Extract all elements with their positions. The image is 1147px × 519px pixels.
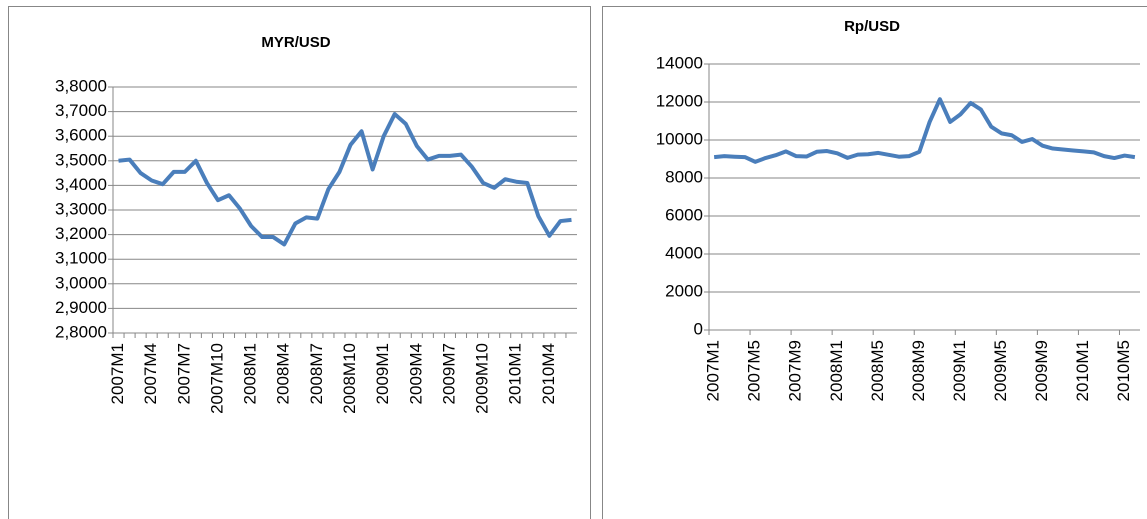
x-tick-label: 2007M10 bbox=[207, 343, 226, 414]
y-tick-label: 3,1000 bbox=[55, 249, 107, 268]
y-tick-label: 2,8000 bbox=[55, 322, 107, 341]
y-tick-label: 3,7000 bbox=[55, 101, 107, 120]
chart-frame bbox=[602, 6, 1147, 519]
data-line bbox=[118, 112, 572, 247]
x-tick-label: 2009M7 bbox=[439, 343, 458, 404]
x-tick-label: 2008M9 bbox=[909, 340, 928, 401]
x-tick-label: 2009M4 bbox=[406, 343, 425, 404]
x-tick-label: 2009M9 bbox=[1032, 340, 1051, 401]
x-tick-label: 2007M4 bbox=[141, 343, 160, 404]
x-tick-label: 2010M1 bbox=[506, 343, 525, 404]
y-tick-label: 2000 bbox=[665, 281, 703, 300]
x-tick-label: 2009M5 bbox=[991, 340, 1010, 401]
y-tick-label: 3,2000 bbox=[55, 224, 107, 243]
y-tick-label: 14000 bbox=[656, 53, 703, 72]
y-tick-label: 12000 bbox=[656, 91, 703, 110]
y-tick-label: 3,3000 bbox=[55, 199, 107, 218]
x-tick-label: 2010M4 bbox=[539, 343, 558, 404]
x-tick-label: 2008M5 bbox=[868, 340, 887, 401]
chart-title: Rp/USD bbox=[844, 18, 900, 35]
x-tick-label: 2007M7 bbox=[174, 343, 193, 404]
x-tick-label: 2008M1 bbox=[827, 340, 846, 401]
x-tick-label: 2007M5 bbox=[745, 340, 764, 401]
x-tick-label: 2007M9 bbox=[786, 340, 805, 401]
y-tick-label: 6000 bbox=[665, 205, 703, 224]
y-tick-label: 4000 bbox=[665, 243, 703, 262]
chart-frame bbox=[8, 6, 591, 519]
x-tick-label: 2007M1 bbox=[704, 340, 723, 401]
x-tick-label: 2007M1 bbox=[108, 343, 127, 404]
y-tick-label: 3,0000 bbox=[55, 273, 107, 292]
x-tick-label: 2009M1 bbox=[950, 340, 969, 401]
x-tick-label: 2010M5 bbox=[1114, 340, 1133, 401]
chart-title: MYR/USD bbox=[261, 34, 330, 51]
y-tick-label: 3,6000 bbox=[55, 126, 107, 145]
x-tick-label: 2010M1 bbox=[1073, 340, 1092, 401]
y-tick-label: 0 bbox=[694, 319, 703, 338]
data-line bbox=[713, 97, 1136, 164]
x-tick-label: 2008M4 bbox=[274, 343, 293, 404]
y-tick-label: 3,4000 bbox=[55, 175, 107, 194]
x-tick-label: 2008M10 bbox=[340, 343, 359, 414]
x-tick-label: 2009M10 bbox=[473, 343, 492, 414]
y-tick-label: 10000 bbox=[656, 129, 703, 148]
x-tick-label: 2008M1 bbox=[241, 343, 260, 404]
y-tick-label: 2,9000 bbox=[55, 298, 107, 317]
y-tick-label: 8000 bbox=[665, 167, 703, 186]
x-tick-label: 2009M1 bbox=[373, 343, 392, 404]
x-tick-label: 2008M7 bbox=[307, 343, 326, 404]
y-tick-label: 3,5000 bbox=[55, 150, 107, 169]
y-tick-label: 3,8000 bbox=[55, 76, 107, 95]
